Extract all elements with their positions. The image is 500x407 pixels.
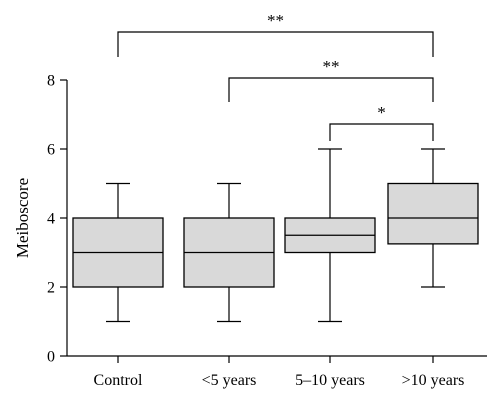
significance-label: **: [323, 57, 340, 76]
box-group-10-years: [387, 148, 479, 288]
x-tick-label-10-years: >10 years: [402, 372, 465, 389]
y-tick-label-0: 0: [47, 349, 55, 366]
significance-bracket-5-10-years-vs-10-years: *: [329, 103, 434, 141]
y-tick-label-6: 6: [47, 142, 55, 159]
y-tick-label-4: 4: [47, 211, 55, 228]
box-group-control: [72, 182, 164, 323]
y-axis-ticks: 0 2 4 6 8: [47, 73, 67, 366]
x-tick-label-5-years: <5 years: [202, 372, 257, 389]
significance-label: *: [377, 103, 386, 122]
box-group-5-years: [183, 182, 275, 323]
boxes: [72, 148, 479, 323]
significance-label: **: [267, 11, 284, 30]
y-tick-label-8: 8: [47, 73, 55, 90]
bracket-line: [117, 31, 434, 57]
iqr-box: [387, 182, 479, 245]
x-tick-label-5-10-years: 5–10 years: [295, 372, 365, 389]
bracket-line: [329, 123, 434, 141]
y-axis-title: Meiboscore: [13, 178, 32, 258]
x-tick-label-control: Control: [94, 372, 143, 389]
significance-brackets: *****: [117, 11, 434, 141]
box-group-5-10-years: [284, 148, 376, 323]
x-axis-labels: Control <5 years 5–10 years >10 years: [94, 356, 465, 389]
significance-bracket-control-vs-10-years: **: [117, 11, 434, 57]
y-tick-label-2: 2: [47, 280, 55, 297]
bracket-line: [228, 77, 434, 102]
significance-bracket-5-years-vs-10-years: **: [228, 57, 434, 102]
